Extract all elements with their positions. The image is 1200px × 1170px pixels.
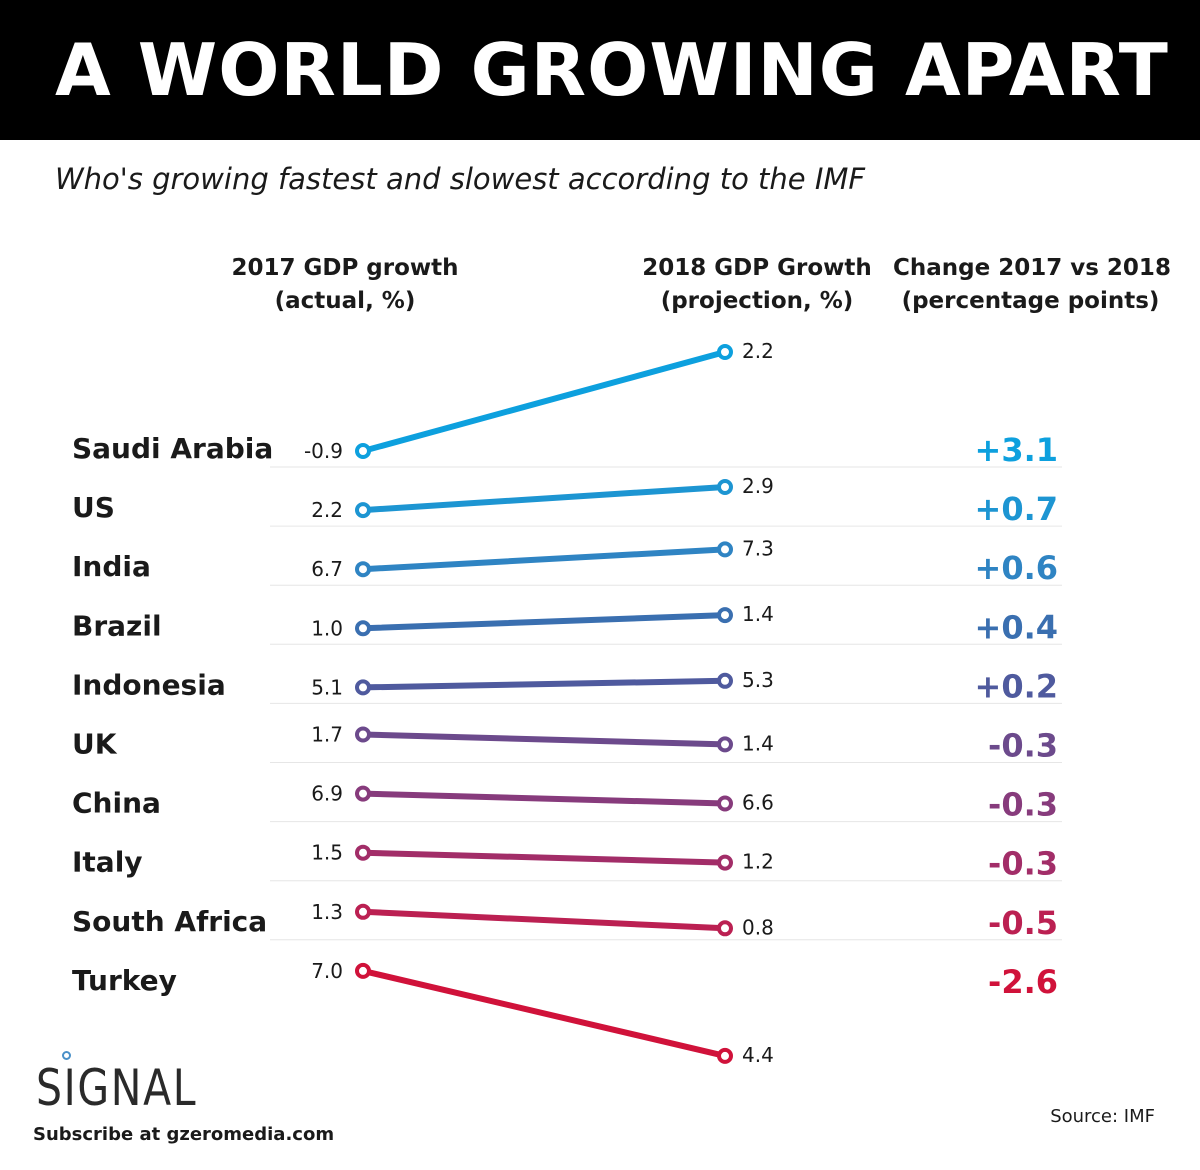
title-bar: A WORLD GROWING APART xyxy=(0,0,1200,140)
value-2017-brazil: 1.0 xyxy=(311,616,343,640)
change-value-south-africa: -0.5 xyxy=(988,904,1058,942)
marker-2017-saudi-arabia xyxy=(355,443,371,459)
value-2017-uk: 1.7 xyxy=(311,723,343,747)
value-2018-china: 6.6 xyxy=(742,791,774,815)
value-2017-us: 2.2 xyxy=(311,498,343,522)
country-label-italy: Italy xyxy=(72,846,143,879)
value-2018-turkey: 4.4 xyxy=(742,1043,774,1067)
marker-2018-italy xyxy=(717,854,733,871)
page-subtitle: Who's growing fastest and slowest accord… xyxy=(55,162,866,196)
slope-line-turkey xyxy=(360,967,728,1059)
country-label-indonesia: Indonesia xyxy=(72,668,226,701)
marker-2018-saudi-arabia xyxy=(717,344,733,360)
change-value-uk: -0.3 xyxy=(988,727,1058,765)
value-2017-turkey: 7.0 xyxy=(311,959,343,983)
value-2018-indonesia: 5.3 xyxy=(742,668,774,692)
value-2018-south-africa: 0.8 xyxy=(742,915,774,939)
column-header-change-line1: Change 2017 vs 2018 xyxy=(893,255,1171,281)
slope-line-saudi-arabia xyxy=(360,349,728,454)
country-label-turkey: Turkey xyxy=(72,964,177,997)
slope-line-south-africa xyxy=(360,908,728,932)
country-label-china: China xyxy=(72,787,161,820)
change-value-us: +0.7 xyxy=(975,490,1059,528)
marker-2017-uk xyxy=(355,726,371,743)
change-value-china: -0.3 xyxy=(988,786,1058,824)
marker-2018-south-africa xyxy=(717,920,733,937)
country-label-saudi-arabia: Saudi Arabia xyxy=(72,432,273,465)
column-header-2017: 2017 GDP growth (actual, %) xyxy=(225,252,465,318)
column-header-change: Change 2017 vs 2018 (percentage points) xyxy=(893,252,1171,318)
marker-2018-indonesia xyxy=(717,672,733,689)
value-2017-saudi-arabia: -0.9 xyxy=(304,439,343,463)
slope-line-italy xyxy=(360,849,728,866)
value-2018-italy: 1.2 xyxy=(742,850,774,874)
value-2018-uk: 1.4 xyxy=(742,731,774,755)
country-label-india: India xyxy=(72,550,151,583)
signal-logo: SIGNAL xyxy=(36,1059,198,1117)
change-value-indonesia: +0.2 xyxy=(975,667,1059,705)
country-label-uk: UK xyxy=(72,728,118,761)
slope-line-us xyxy=(360,484,728,514)
marker-2018-india xyxy=(717,541,733,558)
column-header-change-line2: (percentage points) xyxy=(901,288,1160,314)
country-label-us: US xyxy=(72,491,115,524)
marker-2017-indonesia xyxy=(355,679,371,696)
slope-line-india xyxy=(360,546,728,573)
slope-line-china xyxy=(360,790,728,807)
marker-2017-italy xyxy=(355,844,371,861)
column-header-2017-line2: (actual, %) xyxy=(274,288,416,314)
column-header-2018-line1: 2018 GDP Growth xyxy=(642,255,872,281)
change-value-turkey: -2.6 xyxy=(988,963,1058,1001)
value-2018-brazil: 1.4 xyxy=(742,602,774,626)
change-value-saudi-arabia: +3.1 xyxy=(975,431,1059,469)
change-value-brazil: +0.4 xyxy=(975,608,1059,646)
marker-2018-brazil xyxy=(717,607,733,624)
marker-2017-india xyxy=(355,561,371,578)
page-title: A WORLD GROWING APART xyxy=(55,28,1169,112)
marker-2017-south-africa xyxy=(355,903,371,920)
marker-2018-china xyxy=(717,795,733,812)
slope-line-brazil xyxy=(360,612,728,632)
column-header-2018: 2018 GDP Growth (projection, %) xyxy=(632,252,882,318)
signal-logo-dot xyxy=(62,1051,71,1060)
value-2018-india: 7.3 xyxy=(742,536,774,560)
slope-line-uk xyxy=(360,731,728,748)
value-2017-south-africa: 1.3 xyxy=(311,900,343,924)
source-text: Source: IMF xyxy=(1050,1106,1155,1127)
value-2017-india: 6.7 xyxy=(311,557,343,581)
slope-line-indonesia xyxy=(360,677,728,691)
marker-2017-brazil xyxy=(355,620,371,637)
marker-2018-turkey xyxy=(717,1047,733,1064)
change-value-india: +0.6 xyxy=(975,549,1059,587)
value-2017-china: 6.9 xyxy=(311,782,343,806)
column-header-2017-line1: 2017 GDP growth xyxy=(231,255,459,281)
column-header-2018-line2: (projection, %) xyxy=(660,288,854,314)
country-label-brazil: Brazil xyxy=(72,609,162,642)
marker-2017-china xyxy=(355,785,371,802)
subscribe-text: Subscribe at gzeromedia.com xyxy=(33,1124,335,1145)
value-2017-italy: 1.5 xyxy=(311,841,343,865)
country-label-south-africa: South Africa xyxy=(72,905,267,938)
marker-2017-us xyxy=(355,502,371,519)
value-2018-us: 2.9 xyxy=(742,474,774,498)
marker-2018-us xyxy=(717,479,733,495)
change-value-italy: -0.3 xyxy=(988,845,1058,883)
marker-2018-uk xyxy=(717,736,733,753)
value-2017-indonesia: 5.1 xyxy=(311,675,343,699)
value-2018-saudi-arabia: 2.2 xyxy=(742,339,774,363)
marker-2017-turkey xyxy=(355,962,371,979)
